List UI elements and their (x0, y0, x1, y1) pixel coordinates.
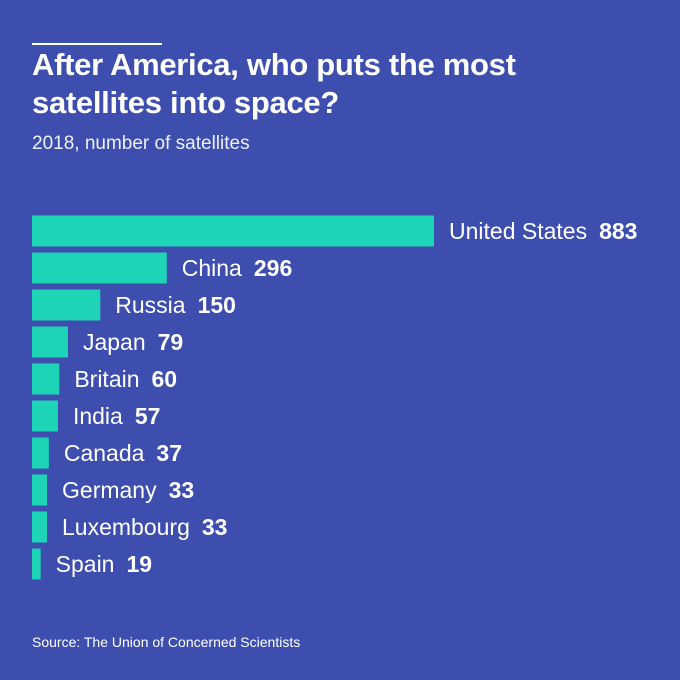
bar-row-china: China 296 (32, 252, 292, 284)
bar-text-luxembourg: Luxembourg 33 (62, 514, 227, 540)
bar-row-luxembourg: Luxembourg 33 (32, 511, 227, 543)
bar-britain (32, 363, 60, 395)
bar-label-japan: Japan (83, 329, 146, 355)
bar-text-britain: Britain 60 (74, 366, 177, 392)
bar-label-luxembourg: Luxembourg (62, 514, 190, 540)
bar-row-britain: Britain 60 (32, 363, 177, 395)
source-note: Source: The Union of Concerned Scientist… (32, 634, 301, 650)
bar-spain (32, 548, 41, 580)
bar-label-canada: Canada (64, 440, 145, 466)
bar-text-russia: Russia 150 (115, 292, 236, 318)
bar-value-united-states: 883 (599, 218, 637, 244)
bar-row-united-states: United States 883 (32, 215, 637, 247)
top-rule (32, 43, 162, 45)
bar-canada (32, 437, 49, 469)
bar-value-china: 296 (254, 255, 292, 281)
bar-value-luxembourg: 33 (202, 514, 228, 540)
bar-value-germany: 33 (169, 477, 195, 503)
bar-label-united-states: United States (449, 218, 587, 244)
bar-value-canada: 37 (156, 440, 182, 466)
bar-row-india: India 57 (32, 400, 160, 432)
bar-text-spain: Spain 19 (56, 551, 152, 577)
bar-row-russia: Russia 150 (32, 289, 236, 321)
bar-china (32, 252, 167, 284)
bar-russia (32, 289, 101, 321)
bar-row-spain: Spain 19 (32, 548, 152, 580)
bar-text-united-states: United States 883 (449, 218, 637, 244)
bar-germany (32, 474, 48, 506)
bar-text-germany: Germany 33 (62, 477, 194, 503)
chart-subtitle: 2018, number of satellites (32, 133, 250, 154)
bar-row-canada: Canada 37 (32, 437, 182, 469)
bar-value-russia: 150 (198, 292, 236, 318)
bar-luxembourg (32, 511, 48, 543)
bar-value-spain: 19 (126, 551, 152, 577)
bar-value-india: 57 (135, 403, 161, 429)
bar-value-britain: 60 (152, 366, 178, 392)
bar-value-japan: 79 (158, 329, 184, 355)
bar-row-japan: Japan 79 (32, 326, 183, 358)
bar-label-india: India (73, 403, 123, 429)
bar-text-india: India 57 (73, 403, 160, 429)
bar-label-spain: Spain (56, 551, 115, 577)
bar-label-china: China (182, 255, 242, 281)
chart-title: After America, who puts the most satelli… (32, 47, 516, 120)
bar-text-japan: Japan 79 (83, 329, 183, 355)
bar-label-germany: Germany (62, 477, 157, 503)
bar-japan (32, 326, 68, 358)
bar-text-canada: Canada 37 (64, 440, 182, 466)
bar-label-britain: Britain (74, 366, 139, 392)
bar-india (32, 400, 58, 432)
bar-united-states (32, 215, 434, 247)
bar-label-russia: Russia (115, 292, 186, 318)
bar-row-germany: Germany 33 (32, 474, 194, 506)
bar-text-china: China 296 (182, 255, 292, 281)
